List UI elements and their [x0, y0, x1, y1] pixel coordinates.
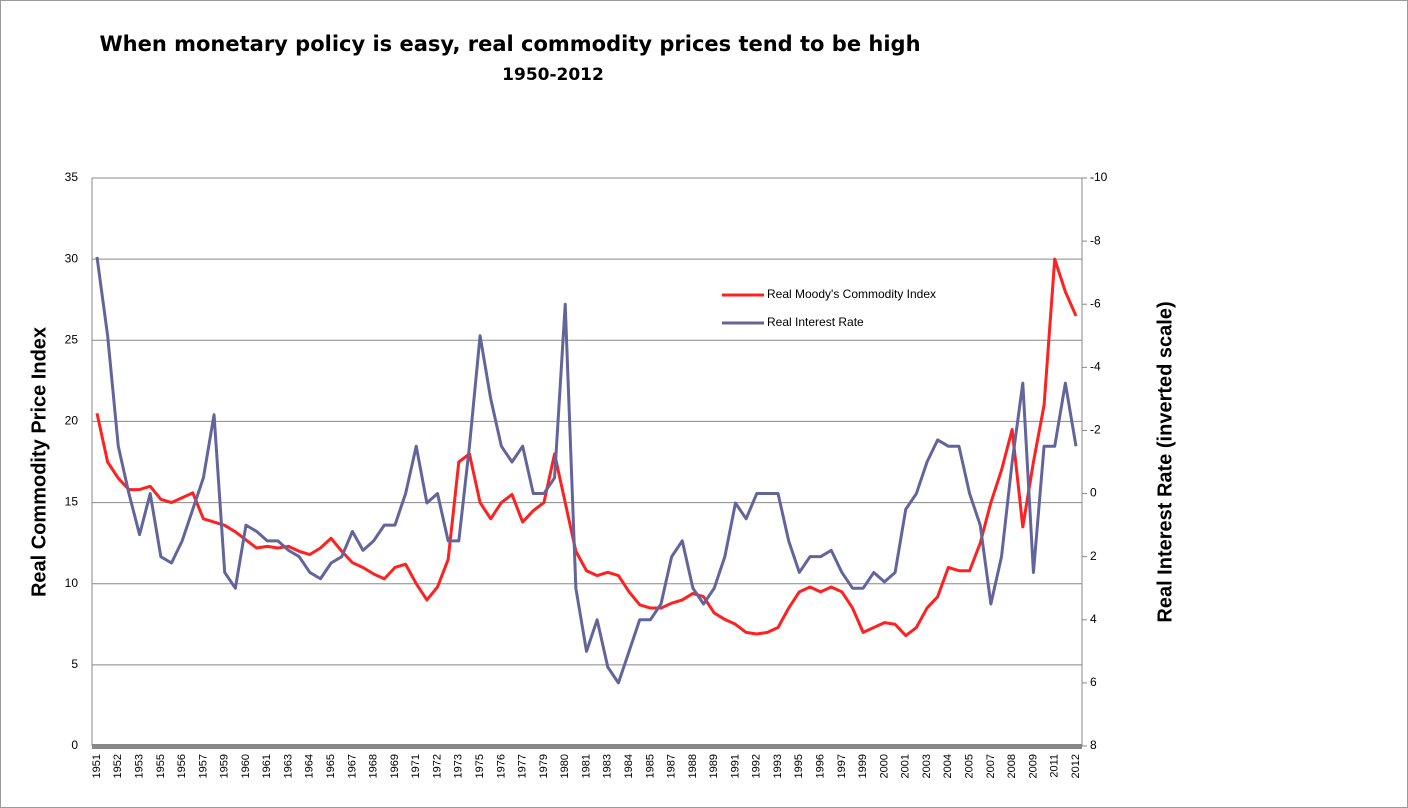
y2-tick-label: -6	[1090, 296, 1101, 310]
x-tick-label: 1989	[708, 754, 720, 778]
x-tick-label: 1980	[559, 754, 571, 778]
x-tick-label: 1965	[325, 754, 337, 778]
x-tick-label: 1995	[793, 754, 805, 778]
x-tick-label: 2011	[1049, 754, 1061, 778]
x-tick-label: 1971	[410, 754, 422, 778]
x-tick-label: 1951	[91, 754, 103, 778]
x-tick-label: 2004	[942, 754, 954, 778]
series-line	[95, 256, 1078, 685]
x-tick-label: 2000	[878, 754, 890, 778]
y2-tick-label: 8	[1090, 738, 1097, 752]
x-tick-label: 1973	[453, 754, 465, 778]
x-tick-label: 1976	[495, 754, 507, 778]
y-tick-label: 25	[65, 332, 79, 346]
x-tick-label: 1963	[282, 754, 294, 778]
x-axis	[92, 744, 1082, 749]
x-tick-label: 2009	[1027, 754, 1039, 778]
x-tick-label: 1992	[751, 754, 763, 778]
y-tick-label: 30	[65, 251, 79, 265]
chart-subtitle: 1950-2012	[502, 65, 604, 85]
x-tick-label: 1979	[538, 754, 550, 778]
x-tick-label: 1969	[389, 754, 401, 778]
y2-axis-title: Real Interest Rate (inverted scale)	[1154, 301, 1176, 622]
y2-tick-label: -2	[1090, 423, 1101, 437]
y-tick-label: 5	[71, 657, 78, 671]
x-tick-label: 1964	[304, 754, 316, 778]
x-tick-label: 1972	[431, 754, 443, 778]
x-tick-label: 2001	[900, 754, 912, 778]
x-tick-label: 1981	[580, 754, 592, 778]
y-tick-label: 15	[65, 495, 79, 509]
x-tick-label: 1956	[176, 754, 188, 778]
y-axis-title: Real Commodity Price Index	[28, 327, 50, 597]
x-tick-label: 1961	[261, 754, 273, 778]
x-tick-label: 1960	[240, 754, 252, 778]
x-tick-label: 1968	[368, 754, 380, 778]
y-tick-label: 10	[65, 576, 79, 590]
legend-label: Real Moody's Commodity Index	[767, 287, 936, 301]
x-tick-label: 1993	[772, 754, 784, 778]
x-tick-label: 1967	[346, 754, 358, 778]
y2-tick-label: 4	[1090, 612, 1097, 626]
x-tick-label: 1987	[666, 754, 678, 778]
x-tick-label: 1957	[197, 754, 209, 778]
x-tick-label: 1959	[219, 754, 231, 778]
y2-tick-label: -4	[1090, 360, 1101, 374]
x-tick-label: 1952	[112, 754, 124, 778]
x-tick-label: 1988	[687, 754, 699, 778]
series-line	[95, 257, 1078, 638]
x-tick-label: 1977	[517, 754, 529, 778]
y-tick-label: 20	[65, 414, 79, 428]
y2-tick-label: -10	[1090, 170, 1108, 184]
y2-tick-label: -8	[1090, 233, 1101, 247]
legend-label: Real Interest Rate	[767, 315, 864, 329]
y2-tick-label: 0	[1090, 486, 1097, 500]
y2-tick-label: 6	[1090, 675, 1097, 689]
x-tick-label: 2012	[1070, 754, 1082, 778]
x-tick-label: 1983	[602, 754, 614, 778]
chart-title: When monetary policy is easy, real commo…	[99, 32, 920, 56]
y-tick-label: 0	[71, 738, 78, 752]
x-tick-label: 1996	[815, 754, 827, 778]
x-tick-label: 2008	[1006, 754, 1018, 778]
x-tick-label: 1991	[729, 754, 741, 778]
x-tick-label: 1953	[133, 754, 145, 778]
x-tick-label: 1999	[857, 754, 869, 778]
x-tick-label: 1985	[644, 754, 656, 778]
x-tick-label: 1984	[623, 754, 635, 778]
x-tick-label: 1997	[836, 754, 848, 778]
x-tick-label: 2007	[985, 754, 997, 778]
x-tick-label: 2003	[921, 754, 933, 778]
x-tick-label: 1975	[474, 754, 486, 778]
x-tick-label: 2005	[963, 754, 975, 778]
x-tick-label: 1955	[155, 754, 167, 778]
y2-tick-label: 2	[1090, 549, 1097, 563]
y-tick-label: 35	[65, 170, 79, 184]
